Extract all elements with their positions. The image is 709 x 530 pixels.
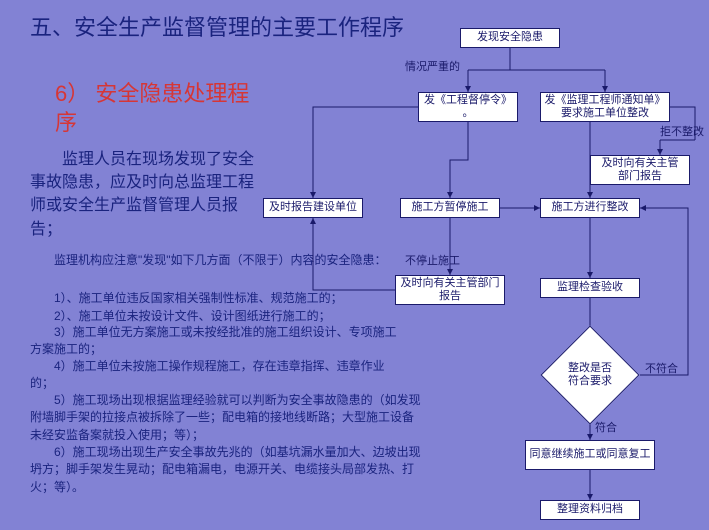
node-inspection: 监理检查验收 — [540, 278, 640, 298]
node-agree-continue: 同意继续施工或同意复工 — [525, 440, 655, 470]
node-archive: 整理资料归档 — [540, 500, 640, 520]
edge-label-refuse: 拒不整改 — [660, 123, 704, 139]
node-report-authority-2: 及时向有关主管 部门报告 — [590, 155, 690, 185]
node-discover-hazard: 发现安全隐患 — [460, 28, 560, 48]
edge-label-pass: 符合 — [595, 419, 617, 435]
edge-label-fail: 不符合 — [645, 360, 678, 376]
node-report-owner: 及时报告建设单位 — [263, 198, 363, 218]
node-decision-conform: 整改是否 符合要求 — [555, 340, 625, 410]
decision-conform-label: 整改是否 符合要求 — [545, 362, 635, 388]
flowchart: 发现安全隐患 发《工程督停令》 。 发《监理工程师通知单》 要求施工单位整改 及… — [0, 0, 709, 530]
node-pause-construction: 施工方暂停施工 — [400, 198, 500, 218]
node-issue-notice: 发《监理工程师通知单》 要求施工单位整改 — [540, 92, 670, 122]
edge-label-severe: 情况严重的 — [405, 58, 460, 74]
node-issue-stop-order: 发《工程督停令》 。 — [418, 92, 518, 122]
node-rectify: 施工方进行整改 — [540, 198, 640, 218]
edge-label-nostop: 不停止施工 — [405, 252, 460, 268]
node-report-authority-1: 及时向有关主管部门报告 — [395, 275, 505, 305]
